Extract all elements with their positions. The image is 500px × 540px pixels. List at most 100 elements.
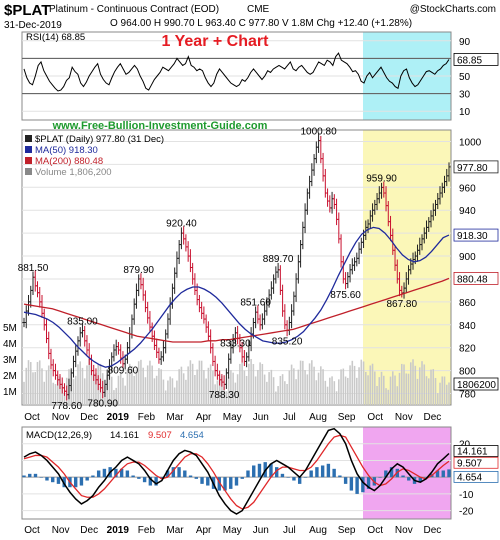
- volume-bar: [189, 360, 192, 405]
- volume-bar: [79, 361, 81, 405]
- rsi-y-tick: 10: [459, 107, 471, 118]
- macd-histogram-bar: [217, 477, 221, 491]
- price-annotation: 867.80: [386, 299, 417, 310]
- macd-histogram-bar: [177, 467, 181, 478]
- volume-bar: [432, 369, 435, 405]
- volume-bar: [257, 369, 259, 405]
- macd-histogram-bar: [91, 475, 95, 478]
- price-highlight-band: [363, 130, 451, 405]
- volume-bar: [443, 376, 446, 405]
- price-legend-entry: MA(50) 918.30: [35, 145, 98, 156]
- volume-bar: [52, 382, 55, 405]
- macd-histogram-bar: [240, 477, 244, 479]
- volume-bar: [421, 361, 423, 405]
- macd-histogram-bar: [269, 463, 273, 478]
- volume-bar: [333, 381, 336, 405]
- volume-bar: [369, 365, 372, 405]
- x-axis-tick: Apr: [196, 412, 212, 423]
- price-y-tick: 800: [459, 367, 476, 378]
- macd-histogram-bar: [407, 477, 411, 481]
- macd-histogram-bar: [275, 467, 279, 478]
- symbol-title: $PLAT: [4, 2, 50, 19]
- volume-bar: [187, 366, 189, 405]
- volume-bar: [288, 370, 291, 405]
- volume-bar: [225, 391, 228, 405]
- volume-bar: [45, 370, 48, 405]
- rsi-line: [23, 52, 450, 92]
- volume-bar: [374, 371, 376, 405]
- x-axis-tick: Sep: [338, 525, 356, 536]
- volume-bar: [358, 367, 360, 405]
- volume-bar: [203, 370, 205, 405]
- volume-bar: [335, 391, 338, 405]
- volume-bar: [320, 366, 322, 405]
- volume-bar: [277, 386, 279, 405]
- volume-bar: [241, 362, 243, 405]
- price-annotation: 778.60: [51, 401, 82, 412]
- volume-bar: [394, 375, 396, 405]
- volume-bar: [207, 367, 210, 405]
- price-annotation: 920.40: [166, 219, 197, 230]
- x-axis-tick: Nov: [395, 412, 413, 423]
- price-legend-entry: Volume 1,806,200: [35, 167, 112, 178]
- volume-bar: [54, 383, 57, 405]
- volume-bar: [252, 364, 255, 405]
- price-last-value-box: [453, 160, 499, 174]
- volume-bar: [41, 368, 43, 405]
- volume-bar: [409, 362, 412, 405]
- volume-bar: [385, 388, 387, 405]
- macd-histogram-bar: [39, 477, 43, 478]
- volume-bar: [259, 362, 261, 405]
- volume-bar: [445, 384, 448, 405]
- price-annotation: 889.70: [263, 254, 294, 265]
- volume-bar: [387, 389, 390, 405]
- volume-bar: [88, 359, 90, 405]
- macd-histogram-bar: [384, 470, 388, 478]
- x-axis-tick: Jun: [253, 412, 269, 423]
- volume-bar: [407, 373, 410, 405]
- macd-histogram-bar: [131, 475, 135, 478]
- macd-histogram-bar: [142, 477, 147, 483]
- macd-histogram-bar: [435, 470, 440, 478]
- rsi-y-tick: 90: [459, 37, 471, 48]
- price-legend-swatch: [25, 168, 32, 175]
- volume-bar: [317, 372, 320, 405]
- header-date: 31-Dec-2019: [4, 20, 62, 31]
- volume-bar: [83, 378, 86, 405]
- volume-bar: [324, 380, 327, 405]
- price-annotation: 881.50: [18, 263, 49, 274]
- volume-bar: [155, 375, 158, 405]
- volume-bar: [239, 363, 241, 405]
- volume-bar: [122, 377, 124, 405]
- macd-histogram-bar: [56, 477, 61, 484]
- price-annotation: 835.20: [272, 336, 303, 347]
- macd-histogram-bar: [378, 477, 382, 478]
- volume-bar: [439, 382, 441, 405]
- macd-last-value-label: 9.507: [457, 458, 482, 469]
- macd-histogram-bar: [447, 469, 451, 478]
- macd-histogram-bar: [234, 477, 239, 486]
- volume-bar: [212, 370, 214, 405]
- volume-bar: [414, 365, 417, 405]
- volume-bar: [270, 369, 273, 405]
- volume-bar: [396, 386, 399, 405]
- volume-bar: [286, 384, 288, 405]
- volume-bar: [176, 380, 178, 405]
- price-last-value-label: 880.48: [457, 274, 488, 285]
- macd-histogram-bar: [223, 477, 227, 491]
- volume-bar: [108, 371, 111, 405]
- volume-bar: [137, 361, 140, 405]
- macd-histogram-bar: [297, 477, 302, 484]
- x-axis-tick: Aug: [309, 525, 327, 536]
- macd-legend-value: 14.161: [110, 430, 139, 441]
- volume-bar: [302, 360, 304, 405]
- volume-y-tick: 5M: [3, 323, 17, 334]
- volume-bar: [72, 379, 75, 405]
- price-y-tick: 940: [459, 206, 476, 217]
- volume-bar: [227, 377, 230, 405]
- volume-bar: [315, 380, 318, 405]
- volume-bar: [167, 380, 169, 405]
- macd-last-value-label: 14.161: [457, 446, 488, 457]
- volume-bar: [441, 376, 444, 405]
- price-last-value-label: 977.80: [457, 163, 488, 174]
